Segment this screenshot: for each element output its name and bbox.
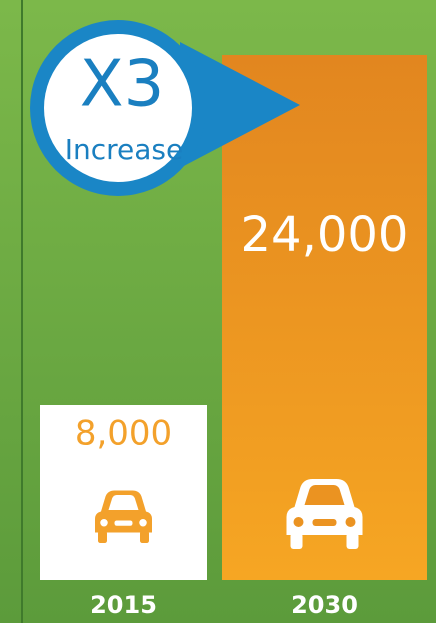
car-icon bbox=[286, 479, 363, 549]
car-window bbox=[108, 495, 139, 510]
car-grille bbox=[312, 519, 337, 526]
x-tick-label: 2015 bbox=[90, 591, 157, 619]
car-wheel bbox=[140, 531, 149, 543]
badge: X3 Increase bbox=[30, 20, 300, 196]
car-body bbox=[286, 479, 363, 535]
car-light bbox=[345, 517, 356, 527]
car-light bbox=[293, 517, 304, 527]
car-grille bbox=[114, 520, 133, 526]
badge-title: X3 bbox=[80, 48, 165, 122]
car-wheel bbox=[290, 533, 303, 549]
car-light bbox=[139, 519, 147, 527]
car-icon bbox=[95, 490, 152, 543]
car-body bbox=[95, 490, 152, 533]
badge-pointer bbox=[180, 42, 300, 168]
car-wheel bbox=[98, 531, 107, 543]
car-window bbox=[304, 485, 345, 505]
x-tick-label: 2030 bbox=[291, 591, 358, 619]
car-wheel bbox=[346, 533, 359, 549]
value-label: 8,000 bbox=[75, 414, 172, 454]
value-label: 24,000 bbox=[241, 207, 409, 263]
badge-inner bbox=[44, 34, 192, 182]
badge-subtitle: Increase bbox=[65, 133, 184, 166]
car-light bbox=[100, 519, 108, 527]
bars: 8,000 2015 24,000 2030 bbox=[40, 55, 427, 619]
